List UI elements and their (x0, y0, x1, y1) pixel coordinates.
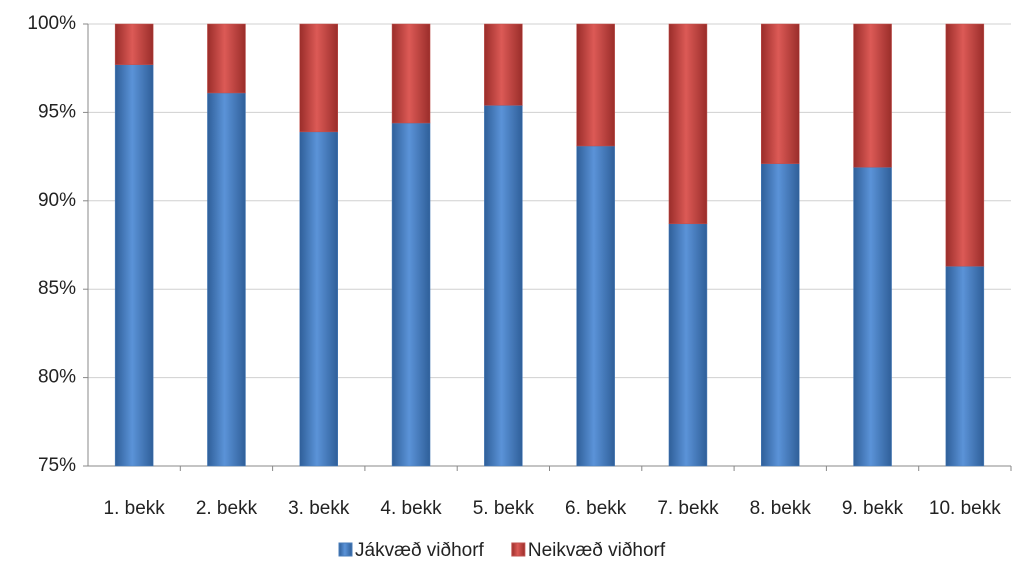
bar-segment (761, 23, 800, 164)
bar-segment (484, 105, 523, 467)
y-tick-label: 90% (38, 190, 76, 211)
bar-segment (114, 64, 154, 467)
bar-segment (299, 131, 338, 467)
bar-segment (484, 23, 523, 106)
x-tick-label: 4. bekk (380, 498, 442, 519)
y-tick-label: 75% (38, 455, 76, 476)
x-tick-label: 3. bekk (288, 498, 350, 519)
legend-label: Neikvæð viðhorf (528, 540, 666, 561)
bar-segment (761, 163, 800, 467)
y-tick-label: 95% (38, 101, 76, 122)
legend-swatch (511, 542, 526, 557)
bar-segment (945, 265, 985, 467)
x-tick-label: 1. bekk (104, 498, 166, 519)
bar-segment (576, 145, 615, 467)
y-tick-label: 85% (38, 278, 76, 299)
bar-segment (668, 223, 708, 467)
x-tick-label: 9. bekk (842, 498, 904, 519)
bar-segment (853, 166, 892, 467)
bar-segment (668, 23, 708, 225)
x-tick-label: 5. bekk (473, 498, 535, 519)
bar-segment (207, 92, 246, 467)
bar-segment (391, 23, 431, 124)
bar-segment (853, 23, 892, 168)
bar-segment (945, 23, 985, 267)
bar-segment (207, 23, 246, 94)
x-tick-label: 8. bekk (750, 498, 812, 519)
legend-swatch (338, 542, 353, 557)
bar-segment (114, 23, 154, 65)
x-tick-label: 10. bekk (929, 498, 1001, 519)
legend-label: Jákvæð viðhorf (355, 540, 485, 561)
x-tick-label: 7. bekk (657, 498, 719, 519)
bar-segment (576, 23, 615, 147)
y-tick-label: 100% (27, 13, 76, 34)
bar-segment (299, 23, 338, 133)
y-tick-label: 80% (38, 367, 76, 388)
x-tick-label: 2. bekk (196, 498, 258, 519)
x-tick-label: 6. bekk (565, 498, 627, 519)
bar-segment (391, 122, 431, 467)
